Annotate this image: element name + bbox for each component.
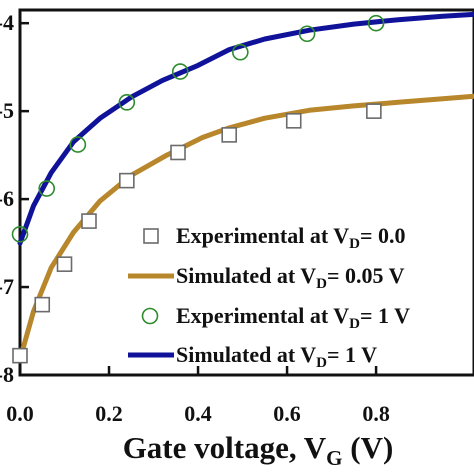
- series-0-point-1: [34, 296, 51, 313]
- series-2-point-2: [69, 136, 87, 153]
- y-tick-label-1: -5: [0, 98, 14, 123]
- series-2-point-0: [11, 225, 29, 243]
- y-tick-label-0: -4: [0, 10, 14, 35]
- series-0-point-7: [285, 113, 302, 129]
- series-1-line: [17, 93, 474, 362]
- series-0-point-4: [119, 172, 135, 189]
- legend-swatch-0: [143, 228, 159, 244]
- series-2-point-5: [232, 43, 249, 61]
- legend-label-3: Simulated at VD= 1 V: [176, 342, 377, 371]
- plot-area-border: [18, 8, 474, 377]
- series-2-point-4: [171, 63, 189, 80]
- x-axis-label: Gate voltage, VG (V): [123, 430, 394, 470]
- series-0-point-0: [12, 347, 28, 364]
- series-2-point-6: [298, 25, 316, 43]
- y-tick-label-4: -8: [0, 362, 14, 387]
- legend-label-1: Simulated at VD= 0.05 V: [176, 263, 405, 292]
- y-tick-label-3: -7: [0, 274, 14, 299]
- series-0-point-2: [56, 256, 73, 272]
- series-2-point-7: [367, 14, 385, 32]
- y-tick-label-2: -6: [0, 186, 14, 211]
- x-tick-label-4: 0.8: [362, 401, 390, 426]
- x-tick-label-2: 0.4: [184, 401, 212, 426]
- x-tick-label-1: 0.2: [95, 401, 123, 426]
- series-0-point-3: [81, 213, 97, 229]
- tick-layer: 0.0 0.2 0.4 0.6 0.8 -4 -5 -6 -7 -8: [0, 10, 390, 426]
- plot-frame: [18, 8, 474, 377]
- series-layer: [11, 11, 474, 364]
- series-0-point-6: [221, 127, 237, 143]
- series-2-point-1: [38, 180, 56, 197]
- legend-label-0: Experimental at VD= 0.0: [176, 223, 406, 252]
- x-axis-label-subscript: G: [326, 446, 342, 470]
- legend-swatch-2: [141, 307, 159, 325]
- x-tick-label-0: 0.0: [6, 401, 34, 426]
- series-0-point-8: [366, 103, 382, 119]
- legend: Experimental at VD= 0.0 Simulated at VD= …: [128, 223, 410, 371]
- x-tick-label-3: 0.6: [273, 401, 301, 426]
- legend-label-2: Experimental at VD= 1 V: [176, 303, 410, 332]
- series-2-point-3: [118, 94, 136, 111]
- series-0-point-5: [170, 144, 186, 161]
